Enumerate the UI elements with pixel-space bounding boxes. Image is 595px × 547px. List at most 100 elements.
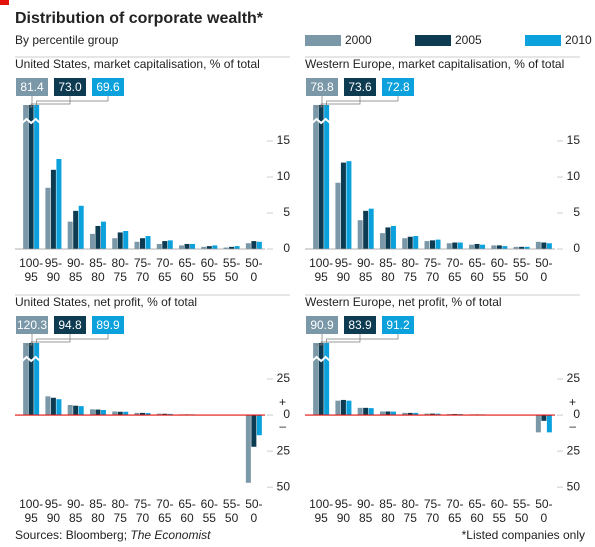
x-tick-label: 95 [24, 270, 38, 284]
bar [162, 413, 168, 416]
bar [430, 240, 435, 249]
bar [67, 404, 73, 416]
bar [100, 410, 106, 416]
x-tick-label: 85- [89, 497, 106, 511]
x-tick-label: 90 [47, 511, 61, 525]
leader-line [320, 334, 361, 345]
bar [134, 241, 140, 249]
x-tick-label: 70- [156, 256, 173, 270]
x-tick-label: 0 [541, 511, 548, 525]
x-tick-label: 55 [493, 270, 507, 284]
bar [357, 407, 363, 416]
subtitle: By percentile group [15, 33, 119, 47]
bar [45, 396, 51, 416]
bar [379, 411, 385, 416]
bar [357, 220, 363, 249]
bar [95, 225, 101, 249]
bar [45, 187, 51, 249]
bar [335, 400, 341, 416]
bar [340, 162, 346, 249]
x-tick-label: 95 [24, 511, 38, 525]
leader-line [25, 96, 33, 108]
bar [256, 241, 262, 249]
x-tick-label: 70- [446, 497, 463, 511]
x-tick-label: 50 [515, 270, 529, 284]
bar [112, 238, 118, 249]
sign: – [569, 419, 576, 433]
bar [123, 411, 129, 416]
bar [134, 412, 140, 416]
source-italic: The Economist [130, 528, 211, 542]
x-tick-label: 50- [245, 256, 262, 270]
x-tick-label: 85- [89, 256, 106, 270]
x-tick-label: 65- [178, 256, 195, 270]
bar [402, 238, 408, 249]
bar [340, 399, 346, 416]
y-tick-label: 25 [567, 443, 581, 457]
bar [117, 232, 123, 249]
source-text: Sources: Bloomberg; [15, 528, 127, 542]
bar [245, 243, 251, 249]
axis-break [21, 117, 41, 125]
bar [95, 409, 101, 416]
leader-line [30, 96, 71, 107]
bar [390, 225, 396, 249]
bar [28, 343, 34, 416]
value-label: 73.6 [348, 80, 372, 94]
bar [229, 246, 235, 249]
x-tick-label: 95- [335, 497, 352, 511]
panel-title: Western Europe, net profit, % of total [305, 295, 502, 309]
value-label: 72.8 [386, 80, 410, 94]
bar [435, 239, 441, 249]
y-tick-label: 5 [283, 205, 290, 219]
bar [491, 245, 497, 249]
bar [212, 245, 218, 249]
note: *Listed companies only [462, 528, 585, 542]
title: Distribution of corporate wealth* [15, 10, 264, 27]
x-tick-label: 90- [357, 497, 374, 511]
x-tick-label: 75 [114, 270, 128, 284]
y-tick-label: 15 [567, 133, 581, 147]
x-tick-label: 50 [225, 270, 239, 284]
bar [112, 411, 118, 416]
x-tick-label: 85- [379, 256, 396, 270]
value-label: 83.9 [348, 318, 372, 332]
y-tick-label: 15 [277, 133, 291, 147]
bar [519, 246, 525, 249]
x-tick-label: 55 [493, 511, 507, 525]
x-tick-label: 70- [446, 256, 463, 270]
bar [363, 407, 369, 416]
bar [56, 159, 62, 249]
bar [318, 343, 324, 416]
bar [78, 205, 84, 249]
x-tick-label: 65 [158, 511, 172, 525]
x-tick-label: 85 [359, 511, 373, 525]
x-tick-label: 75- [424, 256, 441, 270]
x-tick-label: 95 [314, 270, 328, 284]
y-tick-label: 25 [567, 371, 581, 385]
bar [346, 400, 352, 416]
x-tick-label: 65 [448, 270, 462, 284]
value-box [344, 78, 376, 96]
bar [457, 242, 463, 249]
legend-swatch [525, 35, 561, 46]
x-tick-label: 75- [134, 497, 151, 511]
bar [123, 231, 129, 249]
x-tick-label: 60 [180, 511, 194, 525]
value-box [54, 316, 86, 334]
x-tick-label: 85 [69, 270, 83, 284]
bar [73, 405, 79, 416]
x-tick-label: 65- [468, 256, 485, 270]
bar [324, 105, 330, 249]
x-tick-label: 65- [178, 497, 195, 511]
x-tick-label: 50- [535, 497, 552, 511]
value-box [16, 78, 48, 96]
bar [190, 243, 196, 249]
x-tick-label: 90- [67, 497, 84, 511]
value-label: 69.6 [96, 80, 120, 94]
x-tick-label: 55- [223, 256, 240, 270]
bar [179, 245, 185, 249]
bar [28, 105, 34, 249]
x-tick-label: 100- [309, 497, 333, 511]
